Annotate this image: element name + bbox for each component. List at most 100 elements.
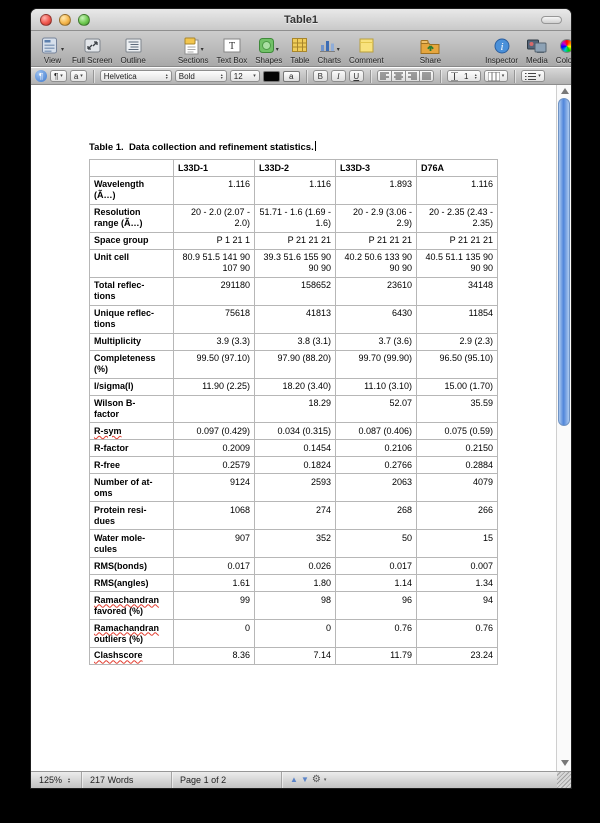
value-cell[interactable]: 907 [173,529,255,559]
scrollbar-thumb[interactable] [558,98,570,426]
resize-grip[interactable] [557,772,571,788]
value-cell[interactable]: 0.76 [416,619,498,648]
font-size-select[interactable]: 12 [229,70,260,82]
row-label-cell[interactable]: Ramachandran outliers (%) [89,619,174,648]
value-cell[interactable]: 0.76 [335,619,417,648]
value-cell[interactable]: 11.79 [335,646,417,665]
value-cell[interactable]: 99.50 (97.10) [173,349,255,379]
gear-icon[interactable]: ⚙ [311,774,321,785]
value-cell[interactable]: 9124 [173,473,255,503]
row-label-cell[interactable]: Number of at-oms [89,473,174,503]
line-spacing-stepper[interactable]: 1 [446,70,481,82]
value-cell[interactable]: 20 - 2.0 (2.07 - 2.0) [173,203,255,233]
colors-button[interactable]: Colors [552,33,571,65]
previous-page-marker-icon[interactable] [561,88,569,94]
value-cell[interactable]: 0.087 (0.406) [335,422,417,441]
zoom-button[interactable] [78,13,90,26]
stats-table[interactable]: L33D-1 L33D-2 L33D-3 D76A Wavelength (Ã…) 1.11… [89,159,498,665]
value-cell[interactable] [173,394,255,424]
row-label-cell[interactable]: RMS(bonds) [89,557,174,576]
underline-button[interactable]: U [348,70,364,82]
value-cell[interactable]: 1.116 [254,175,336,205]
value-cell[interactable]: 1.80 [254,574,336,593]
value-cell[interactable]: 274 [254,501,336,531]
value-cell[interactable]: 1.893 [335,175,417,205]
row-label-cell[interactable]: R-free [89,456,174,475]
value-cell[interactable]: 34148 [416,276,498,306]
value-cell[interactable]: 15.00 (1.70) [416,377,498,396]
comment-button[interactable]: Comment [345,33,388,65]
value-cell[interactable]: 0.007 [416,557,498,576]
value-cell[interactable]: 268 [335,501,417,531]
align-left-button[interactable] [376,70,392,82]
value-cell[interactable]: 99 [173,591,255,621]
value-cell[interactable]: 0.075 (0.59) [416,422,498,441]
value-cell[interactable]: 0.2009 [173,439,255,458]
font-family-select[interactable]: Helvetica [99,70,172,82]
value-cell[interactable]: 7.14 [254,646,336,665]
table-header-cell[interactable]: D76A [416,159,498,177]
row-label-cell[interactable]: Resolution range (Ã…) [89,203,174,233]
table-header-cell[interactable]: L33D-3 [335,159,417,177]
value-cell[interactable]: 50 [335,529,417,559]
next-page-marker-icon[interactable] [561,760,569,766]
full-screen-button[interactable]: Full Screen [68,33,116,65]
value-cell[interactable]: 6430 [335,304,417,334]
value-cell[interactable]: 20 - 2.9 (3.06 - 2.9) [335,203,417,233]
value-cell[interactable]: 2063 [335,473,417,503]
columns-dropdown[interactable] [483,70,509,82]
row-label-cell[interactable]: Ramachandran favored (%) [89,591,174,621]
shapes-button[interactable]: ▾ Shapes [251,33,286,65]
value-cell[interactable]: P 1 21 1 [173,231,255,250]
row-label-cell[interactable]: Unique reflec-tions [89,304,174,334]
value-cell[interactable]: 2.9 (2.3) [416,332,498,351]
value-cell[interactable]: 0.034 (0.315) [254,422,336,441]
vertical-scrollbar[interactable] [556,85,571,771]
view-button[interactable]: ▾ View [37,33,68,65]
value-cell[interactable]: 352 [254,529,336,559]
value-cell[interactable]: P 21 21 21 [335,231,417,250]
value-cell[interactable]: 1.116 [173,175,255,205]
row-label-cell[interactable]: R-factor [89,439,174,458]
font-style-select[interactable]: Bold [174,70,227,82]
value-cell[interactable]: 8.36 [173,646,255,665]
value-cell[interactable]: 0 [173,619,255,648]
value-cell[interactable]: 11854 [416,304,498,334]
document-page[interactable]: Table 1. Data collection and refinement … [31,85,556,771]
value-cell[interactable]: 0.1454 [254,439,336,458]
value-cell[interactable]: 291180 [173,276,255,306]
align-justify-button[interactable] [418,70,434,82]
outline-button[interactable]: Outline [116,33,149,65]
value-cell[interactable]: 158652 [254,276,336,306]
value-cell[interactable]: 94 [416,591,498,621]
value-cell[interactable]: 1.14 [335,574,417,593]
value-cell[interactable]: 96.50 (95.10) [416,349,498,379]
value-cell[interactable]: 51.71 - 1.6 (1.69 - 1.6) [254,203,336,233]
value-cell[interactable]: 39.3 51.6 155 90 90 90 [254,248,336,278]
minimize-button[interactable] [59,13,71,26]
row-label-cell[interactable]: Unit cell [89,248,174,278]
charts-button[interactable]: ▾ Charts [313,33,345,65]
row-label-cell[interactable]: Multiplicity [89,332,174,351]
bold-button[interactable]: B [312,70,328,82]
value-cell[interactable]: 0.097 (0.429) [173,422,255,441]
share-button[interactable]: Share [416,33,445,65]
value-cell[interactable]: 1.116 [416,175,498,205]
value-cell[interactable]: 0.1824 [254,456,336,475]
zoom-control[interactable]: 125% [31,772,83,788]
value-cell[interactable]: 266 [416,501,498,531]
character-style-dropdown[interactable]: a [69,70,87,82]
italic-button[interactable]: I [330,70,346,82]
value-cell[interactable]: 3.7 (3.6) [335,332,417,351]
value-cell[interactable]: 0.026 [254,557,336,576]
value-cell[interactable]: 11.90 (2.25) [173,377,255,396]
value-cell[interactable]: 98 [254,591,336,621]
value-cell[interactable]: 0.2884 [416,456,498,475]
value-cell[interactable]: P 21 21 21 [254,231,336,250]
value-cell[interactable]: 11.10 (3.10) [335,377,417,396]
page-down-icon[interactable]: ▼ [300,775,309,784]
table-header-cell[interactable]: L33D-2 [254,159,336,177]
value-cell[interactable]: 97.90 (88.20) [254,349,336,379]
value-cell[interactable]: 41813 [254,304,336,334]
row-label-cell[interactable]: Clashscore [89,646,174,665]
